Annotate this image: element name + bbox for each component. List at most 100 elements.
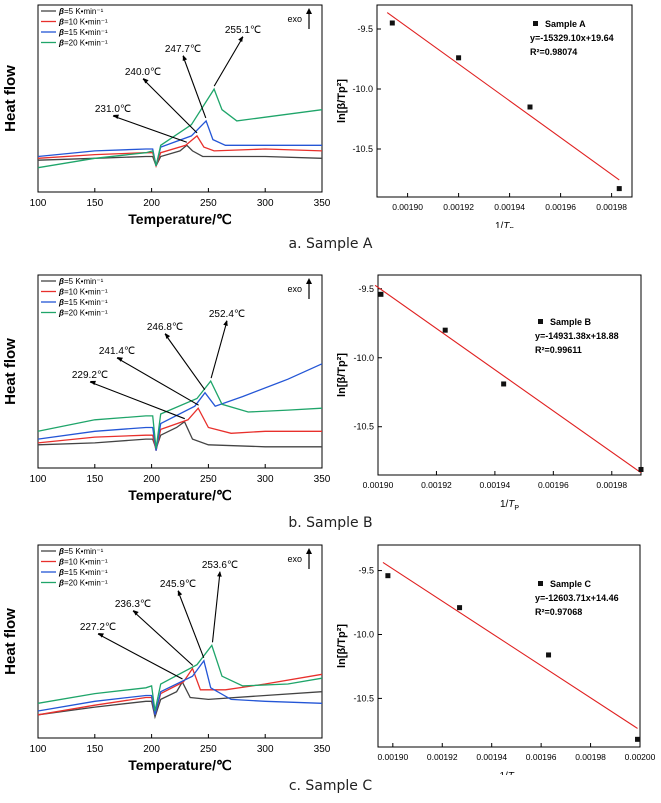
x-tick-label: 0.00190 bbox=[377, 752, 408, 762]
peak-arrow-head bbox=[133, 610, 139, 616]
peak-arrow bbox=[89, 381, 185, 420]
dsc-curve-4 bbox=[37, 379, 323, 449]
peak-arrow-head bbox=[238, 36, 243, 42]
x-tick-label: 350 bbox=[314, 474, 331, 485]
x-tick-label: 0.00194 bbox=[480, 480, 511, 490]
peak-arrow bbox=[177, 590, 205, 658]
fit-equation: y=-14931.38x+18.88 bbox=[535, 331, 619, 341]
y-axis-label: ln[β/Tp²] bbox=[336, 624, 348, 668]
legend-entry: β=5 K•min⁻¹ bbox=[58, 7, 104, 16]
x-tick-label: 300 bbox=[257, 474, 274, 485]
y-tick-label: -10.0 bbox=[352, 84, 373, 94]
legend-marker bbox=[538, 319, 543, 324]
peak-arrow bbox=[97, 633, 183, 680]
fit-line bbox=[382, 562, 638, 729]
y-tick-label: -9.5 bbox=[358, 284, 374, 294]
peak-label: 245.9℃ bbox=[160, 579, 196, 590]
data-point bbox=[546, 652, 552, 658]
legend-entry: β=20 K•min⁻¹ bbox=[58, 39, 108, 48]
y-axis-label: Heat flow bbox=[2, 608, 19, 675]
y-tick-label: -10.5 bbox=[353, 422, 374, 432]
x-tick-label: 0.00192 bbox=[443, 202, 474, 212]
plot-frame bbox=[37, 4, 323, 193]
exo-arrow-head bbox=[306, 548, 312, 554]
peak-label: 227.2℃ bbox=[80, 622, 116, 633]
peak-arrow-head bbox=[98, 633, 104, 638]
plot-frame bbox=[376, 4, 633, 198]
peak-label: 247.7℃ bbox=[165, 44, 201, 55]
exo-label: exo bbox=[287, 554, 302, 564]
x-tick-label: 150 bbox=[86, 744, 103, 755]
exo-arrow-head bbox=[306, 8, 312, 14]
caption-b: b. Sample B bbox=[288, 515, 373, 531]
data-point bbox=[635, 736, 641, 742]
peak-label: 236.3℃ bbox=[115, 599, 151, 610]
peak-label: 240.0℃ bbox=[125, 67, 161, 78]
dsc-curve-1 bbox=[37, 420, 322, 451]
peak-label: 252.4℃ bbox=[209, 309, 245, 320]
legend-entry: β=10 K•min⁻¹ bbox=[58, 288, 108, 297]
data-point bbox=[457, 605, 463, 611]
data-point bbox=[378, 291, 384, 297]
x-tick-label: 250 bbox=[200, 474, 217, 485]
y-tick-label: -10.0 bbox=[353, 353, 374, 363]
exo-label: exo bbox=[287, 284, 302, 294]
fit-equation: y=-15329.10x+19.64 bbox=[530, 33, 614, 43]
peak-arrow bbox=[182, 55, 207, 119]
y-axis-label: ln[β/Tp²] bbox=[336, 79, 348, 123]
x-tick-label: 200 bbox=[143, 744, 160, 755]
peak-arrow bbox=[210, 320, 228, 379]
peak-arrow bbox=[211, 571, 221, 643]
y-tick-label: -9.5 bbox=[357, 24, 373, 34]
fit-line bbox=[374, 284, 642, 474]
x-tick-label: 250 bbox=[200, 744, 217, 755]
peak-arrow-head bbox=[182, 55, 188, 61]
plot-frame bbox=[377, 544, 641, 748]
kissinger-chart-c: 0.00190 0.00192 0.00194 0.00196 0.00198 0.002… bbox=[336, 544, 656, 775]
legend-entry: β=10 K•min⁻¹ bbox=[58, 18, 108, 27]
peak-arrow bbox=[213, 36, 244, 87]
legend-label: Sample B bbox=[550, 317, 592, 327]
plot-frame bbox=[37, 544, 323, 739]
x-tick-label: 350 bbox=[314, 198, 331, 209]
x-tick-label: 0.00198 bbox=[596, 480, 627, 490]
peak-arrow-head bbox=[143, 78, 149, 84]
data-point bbox=[389, 20, 395, 26]
peak-arrow-head bbox=[165, 333, 171, 339]
y-tick-label: -10.0 bbox=[353, 629, 374, 639]
x-tick-label: 300 bbox=[257, 198, 274, 209]
peak-label: 231.0℃ bbox=[95, 104, 131, 115]
peak-arrow-head bbox=[90, 380, 96, 386]
legend-label: Sample C bbox=[550, 579, 592, 589]
data-point bbox=[527, 104, 533, 110]
x-axis-label: 1/TP bbox=[499, 771, 518, 775]
plot-frame bbox=[37, 274, 323, 469]
x-tick-label: 0.00192 bbox=[427, 752, 458, 762]
dsc-chart-a: 100 150 200 250 300 350 Temperature/℃ Heat flow… bbox=[2, 4, 331, 227]
x-tick-label: 100 bbox=[30, 198, 47, 209]
x-tick-label: 0.00190 bbox=[363, 480, 394, 490]
x-tick-label: 0.00194 bbox=[494, 202, 525, 212]
dsc-chart-b: 100 150 200 250 300 350 Temperature/℃ Heat flow… bbox=[2, 274, 331, 503]
x-tick-label: 100 bbox=[30, 744, 47, 755]
peak-arrow-head bbox=[217, 571, 222, 577]
peak-arrow bbox=[164, 333, 206, 391]
x-axis-label: 1/TP bbox=[495, 221, 514, 228]
x-tick-label: 200 bbox=[143, 198, 160, 209]
fit-equation: y=-12603.71x+14.46 bbox=[535, 593, 619, 603]
x-tick-label: 0.00198 bbox=[596, 202, 627, 212]
data-point bbox=[638, 466, 644, 472]
data-point bbox=[501, 381, 507, 387]
data-point bbox=[456, 55, 462, 61]
peak-arrow-head bbox=[113, 114, 119, 120]
legend-entry: β=10 K•min⁻¹ bbox=[58, 558, 108, 567]
legend-entry: β=20 K•min⁻¹ bbox=[58, 309, 108, 318]
x-tick-label: 0.00196 bbox=[526, 752, 557, 762]
dsc-curve-4 bbox=[37, 87, 323, 169]
x-tick-label: 0.00200 bbox=[625, 752, 656, 762]
x-tick-label: 0.00194 bbox=[476, 752, 507, 762]
dsc-curve-2 bbox=[37, 667, 323, 716]
legend-marker bbox=[538, 581, 543, 586]
x-tick-label: 0.00196 bbox=[538, 480, 569, 490]
legend-entry: β=15 K•min⁻¹ bbox=[58, 298, 108, 307]
